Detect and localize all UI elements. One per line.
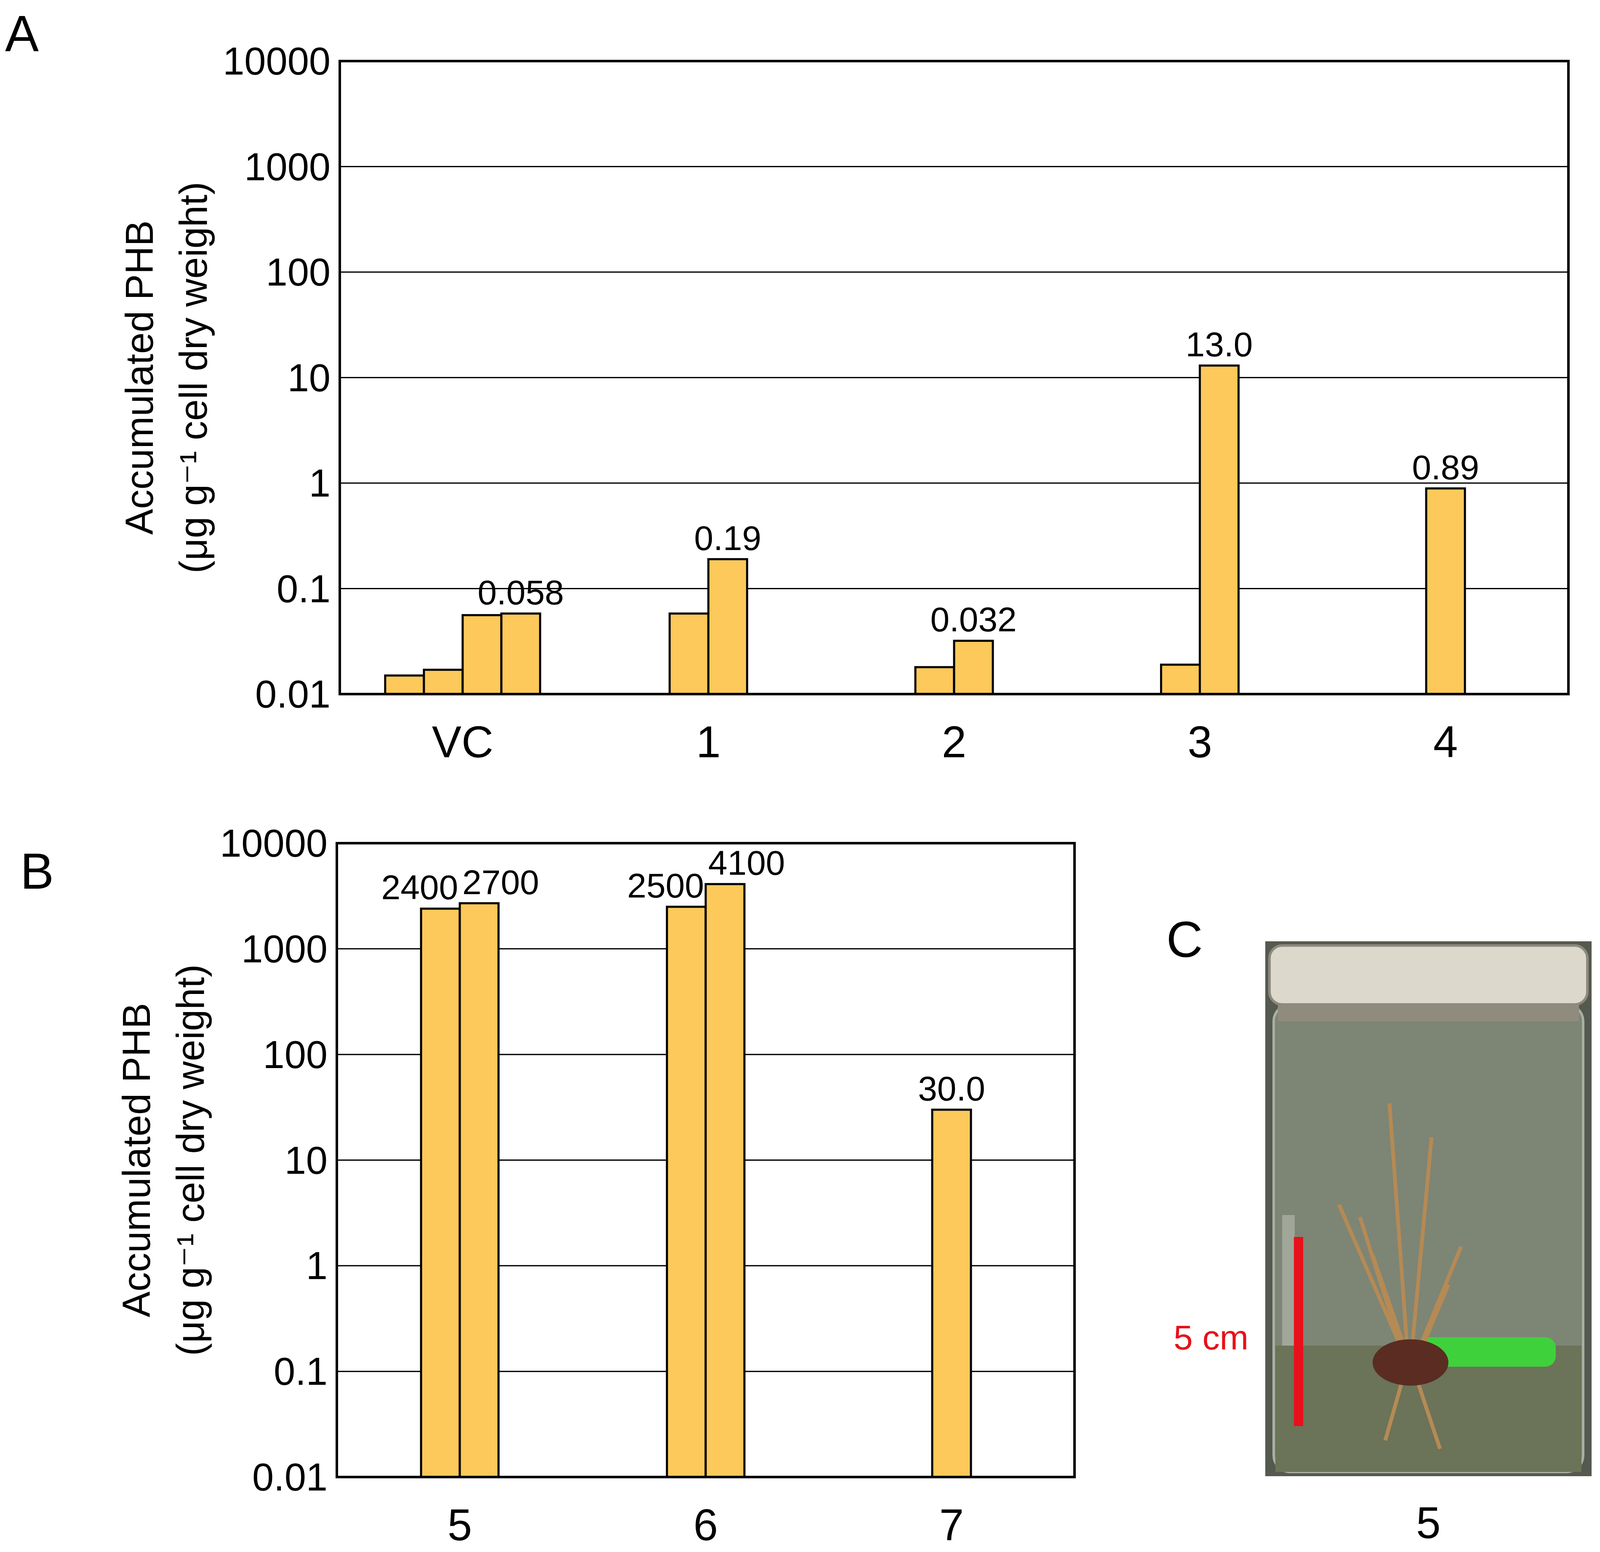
bar [501, 613, 541, 694]
figure: A VC 1 2 3 4 0.058 0.19 0.032 13.0 0.89 0.01 0.1 1 10 1… [0, 0, 1600, 1552]
jar-body [1273, 1004, 1584, 1472]
bars [385, 365, 1465, 694]
panel-letter: C [1166, 910, 1203, 968]
bar [1161, 664, 1200, 694]
plot-frame [336, 842, 1075, 1477]
grid-line [339, 165, 1569, 168]
plant-base [1372, 1338, 1449, 1386]
axis-title: (μg g⁻¹ cell dry weight) [171, 181, 215, 574]
bar [915, 666, 955, 694]
data-label: 2500 [627, 866, 704, 905]
tick-label: 1 [309, 461, 331, 505]
photo-background [1265, 941, 1592, 1476]
image-panel: C 5 cm 5 [1166, 910, 1592, 1547]
tick-label: 100 [263, 1032, 328, 1076]
category-label: 2 [941, 717, 967, 767]
bar [932, 1109, 971, 1477]
tick-label: 1 [306, 1243, 328, 1287]
axis-title: Accumulated PHB [114, 1002, 158, 1318]
tick-label: 0.1 [276, 567, 331, 611]
tick-label: 10 [287, 356, 331, 400]
category-label: 3 [1187, 717, 1212, 767]
jar-rim [1277, 1004, 1579, 1022]
bar [1200, 365, 1239, 694]
tick-label: 0.1 [273, 1349, 328, 1393]
tick-label: 100 [266, 250, 331, 294]
category-label: 4 [1433, 717, 1458, 767]
tick-label: 10000 [222, 39, 331, 83]
tick-label: 0.01 [255, 672, 331, 716]
category-label: VC [432, 717, 494, 767]
bar [459, 903, 499, 1477]
axis-title: Accumulated PHB [117, 220, 161, 535]
tick-label: 10 [284, 1138, 328, 1182]
bar [462, 615, 502, 694]
bar [669, 613, 709, 694]
panel-letter: B [20, 842, 54, 899]
grid-line [339, 482, 1569, 484]
bar [421, 908, 460, 1477]
category-label: 7 [939, 1499, 964, 1550]
bar [666, 906, 706, 1477]
bar [705, 883, 745, 1477]
axis-title: (μg g⁻¹ cell dry weight) [168, 964, 212, 1356]
category-label: 5 [447, 1499, 472, 1550]
tick-label: 1000 [244, 145, 331, 189]
tick-label: 0.01 [252, 1455, 328, 1499]
jar-lid [1269, 945, 1588, 1005]
data-label: 0.032 [930, 600, 1017, 639]
plant-leaf [1338, 1204, 1409, 1365]
bar [708, 559, 747, 694]
plot-frame [339, 61, 1569, 694]
bar [424, 669, 463, 694]
bar [1426, 488, 1465, 694]
scale-bar-label: 5 cm [1173, 1317, 1249, 1357]
panel-0: A VC 1 2 3 4 0.058 0.19 0.032 13.0 0.89 0.01 0.1 1 10 1… [5, 5, 1569, 767]
data-label: 2400 [381, 867, 459, 907]
category-label: 1 [696, 717, 721, 767]
panel-letter: A [5, 5, 39, 62]
bars [421, 883, 971, 1477]
data-label: 0.89 [1411, 448, 1480, 487]
panel-1: B 5 6 7 24002700 25004100 30.0 0.01 0.1 1 10 100 100… [20, 821, 1075, 1550]
image-caption: 5 [1416, 1497, 1441, 1547]
tick-label: 10000 [219, 821, 328, 865]
data-label: 0.058 [477, 573, 564, 612]
data-label: 13.0 [1185, 325, 1254, 364]
grid-line [339, 271, 1569, 273]
grid-line [339, 376, 1569, 379]
data-label: 4100 [708, 843, 785, 882]
data-label: 0.19 [694, 518, 762, 558]
data-label: 30.0 [917, 1069, 986, 1108]
bar [385, 675, 424, 694]
bar [954, 640, 993, 694]
scale-bar [1293, 1236, 1304, 1426]
tick-label: 1000 [241, 927, 328, 971]
data-label: 2700 [462, 862, 539, 902]
category-label: 6 [693, 1499, 718, 1550]
